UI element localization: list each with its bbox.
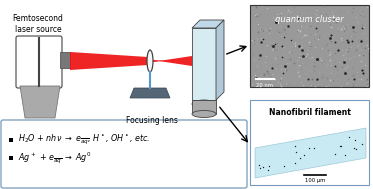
Text: 20 nm: 20 nm (256, 83, 273, 88)
Polygon shape (255, 128, 366, 178)
Text: Focusing lens: Focusing lens (126, 116, 178, 125)
Polygon shape (192, 20, 224, 28)
Text: Femtosecond
laser source: Femtosecond laser source (13, 14, 63, 34)
FancyBboxPatch shape (60, 52, 70, 68)
Polygon shape (130, 88, 170, 98)
Polygon shape (70, 52, 148, 70)
FancyBboxPatch shape (192, 100, 216, 114)
Polygon shape (152, 60, 175, 62)
Ellipse shape (192, 100, 216, 108)
FancyBboxPatch shape (16, 36, 62, 88)
Text: quantum cluster: quantum cluster (275, 15, 344, 24)
Text: $H_2O$ + nh$\nu$ $\rightarrow$ $e_{\overline{aq}}^{\ }$, $H^\bullet$, $OH^\bulle: $H_2O$ + nh$\nu$ $\rightarrow$ $e_{\over… (18, 133, 150, 147)
Text: $Ag^+$ + $e_{\overline{aq}}^{\ }$ $\rightarrow$ $Ag^0$: $Ag^+$ + $e_{\overline{aq}}^{\ }$ $\righ… (18, 150, 91, 166)
FancyBboxPatch shape (250, 5, 369, 87)
FancyBboxPatch shape (1, 120, 247, 188)
Text: Nanofibril filament: Nanofibril filament (269, 108, 351, 117)
FancyBboxPatch shape (250, 100, 369, 185)
Polygon shape (216, 20, 224, 100)
Ellipse shape (147, 50, 153, 72)
Polygon shape (152, 56, 192, 66)
Text: 100 μm: 100 μm (305, 178, 325, 183)
Ellipse shape (192, 111, 216, 118)
Polygon shape (20, 86, 60, 118)
FancyBboxPatch shape (192, 28, 216, 100)
